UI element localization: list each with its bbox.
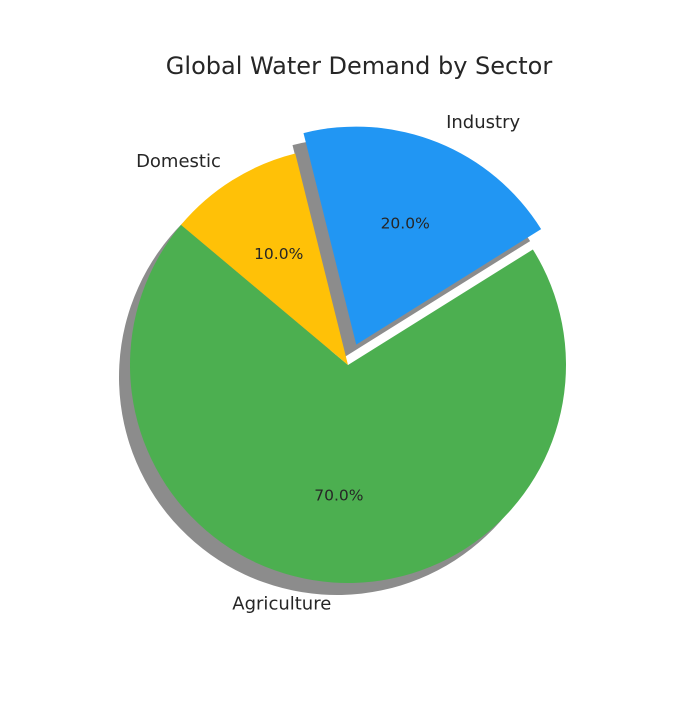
slice-labels: Agriculture 70.0% Industry 20.0% Domestic 10.… (136, 112, 520, 615)
slice-agriculture (129, 224, 566, 584)
chart-title: Global Water Demand by Sector (166, 52, 553, 80)
label-agriculture: Agriculture (232, 594, 331, 615)
label-domestic: Domestic (136, 151, 221, 172)
slice-industry (303, 126, 542, 345)
slice-domestic (181, 153, 348, 365)
label-industry: Industry (446, 112, 520, 133)
pie-slices (129, 126, 566, 584)
percent-label-industry: 20.0% (381, 214, 430, 232)
percent-label-domestic: 10.0% (254, 245, 303, 263)
percent-label-agriculture: 70.0% (314, 487, 363, 505)
